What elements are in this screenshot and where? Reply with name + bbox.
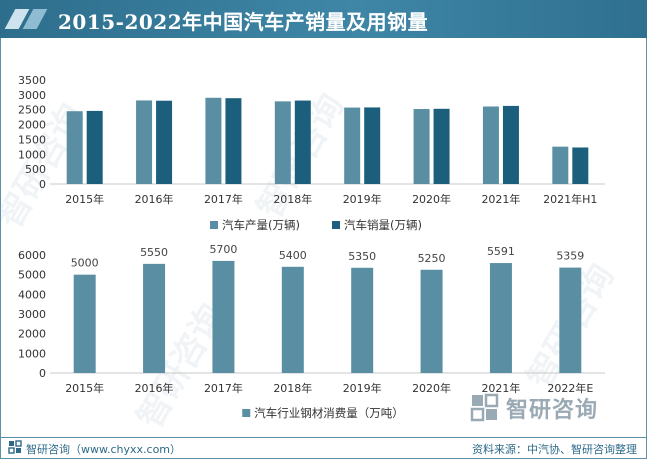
x-tick-label: 2017年	[204, 381, 243, 395]
bar	[136, 100, 153, 184]
brand-name: 智研咨询	[506, 398, 599, 423]
y-tick-label: 6000	[18, 249, 46, 262]
bar	[482, 106, 499, 184]
bar	[143, 263, 166, 373]
x-tick-label: 2021年H1	[543, 192, 597, 206]
x-tick-label: 2019年	[343, 192, 382, 206]
legend-label: 汽车产量(万辆)	[222, 218, 300, 232]
bar	[502, 105, 519, 184]
y-tick-label: 4000	[18, 288, 46, 301]
bar	[212, 260, 235, 373]
brand-mark: 智研咨询	[470, 392, 598, 424]
y-tick-label: 2000	[18, 119, 46, 132]
bar	[225, 98, 242, 184]
data-label: 5359	[556, 250, 584, 263]
bar	[559, 267, 582, 373]
page-title: 2015-2022年中国汽车产销量及用钢量	[58, 10, 429, 34]
legend-swatch	[332, 221, 340, 229]
x-tick-label: 2018年	[273, 381, 312, 395]
x-tick-label: 2022年E	[547, 381, 593, 395]
bar	[572, 147, 589, 184]
bar	[281, 266, 304, 373]
bar	[73, 274, 96, 373]
bar	[274, 101, 291, 184]
bar	[86, 110, 103, 184]
bar	[344, 107, 361, 184]
x-tick-label: 2019年	[343, 381, 382, 395]
data-label: 5000	[71, 257, 99, 270]
x-tick-label: 2021年	[481, 192, 520, 206]
x-tick-label: 2017年	[204, 192, 243, 206]
data-label: 5250	[418, 252, 446, 265]
bar	[66, 111, 83, 184]
legend-label: 汽车行业钢材消费量（万吨）	[254, 406, 404, 420]
y-tick-label: 0	[39, 178, 46, 191]
y-tick-label: 500	[25, 163, 46, 176]
bar	[205, 97, 222, 184]
y-tick-label: 1000	[18, 347, 46, 360]
legend-swatch	[242, 409, 251, 417]
legend-swatch	[210, 221, 218, 229]
x-tick-label: 2020年	[412, 192, 451, 206]
legend-label: 汽车销量(万辆)	[344, 218, 422, 232]
bar	[351, 267, 374, 373]
x-tick-label: 2015年	[65, 381, 104, 395]
x-tick-label: 2020年	[412, 381, 451, 395]
x-tick-label: 2018年	[273, 192, 312, 206]
bar	[156, 100, 173, 184]
y-tick-label: 2000	[18, 328, 46, 341]
x-tick-label: 2016年	[135, 192, 174, 206]
bar	[489, 263, 512, 373]
bar	[420, 269, 443, 373]
bar	[433, 108, 450, 184]
y-tick-label: 5000	[18, 269, 46, 282]
y-tick-label: 3500	[18, 74, 46, 87]
bar	[294, 100, 311, 184]
data-label: 5400	[279, 249, 307, 262]
footer-data-source: 资料来源：中汽协、智研咨询整理	[472, 443, 637, 456]
y-tick-label: 3000	[18, 308, 46, 321]
footer-logo-icon	[8, 440, 22, 454]
y-tick-label: 1000	[18, 148, 46, 161]
bar	[552, 146, 569, 184]
data-label: 5350	[348, 250, 376, 263]
bar	[364, 107, 381, 184]
x-tick-label: 2021年	[481, 381, 520, 395]
title-bar: 2015-2022年中国汽车产销量及用钢量	[0, 0, 647, 38]
footer-divider	[0, 437, 647, 438]
x-tick-label: 2015年	[65, 192, 104, 206]
data-label: 5591	[487, 245, 515, 258]
data-label: 5700	[209, 243, 237, 256]
y-tick-label: 3000	[18, 89, 46, 102]
bar	[413, 109, 430, 184]
y-tick-label: 1500	[18, 133, 46, 146]
brand-logo-icon	[470, 393, 499, 422]
footer-source-site: 智研咨询（www.chyxx.com）	[26, 443, 182, 456]
y-tick-label: 0	[39, 367, 46, 380]
data-label: 5550	[140, 246, 168, 259]
y-tick-label: 2500	[18, 104, 46, 117]
x-tick-label: 2016年	[135, 381, 174, 395]
